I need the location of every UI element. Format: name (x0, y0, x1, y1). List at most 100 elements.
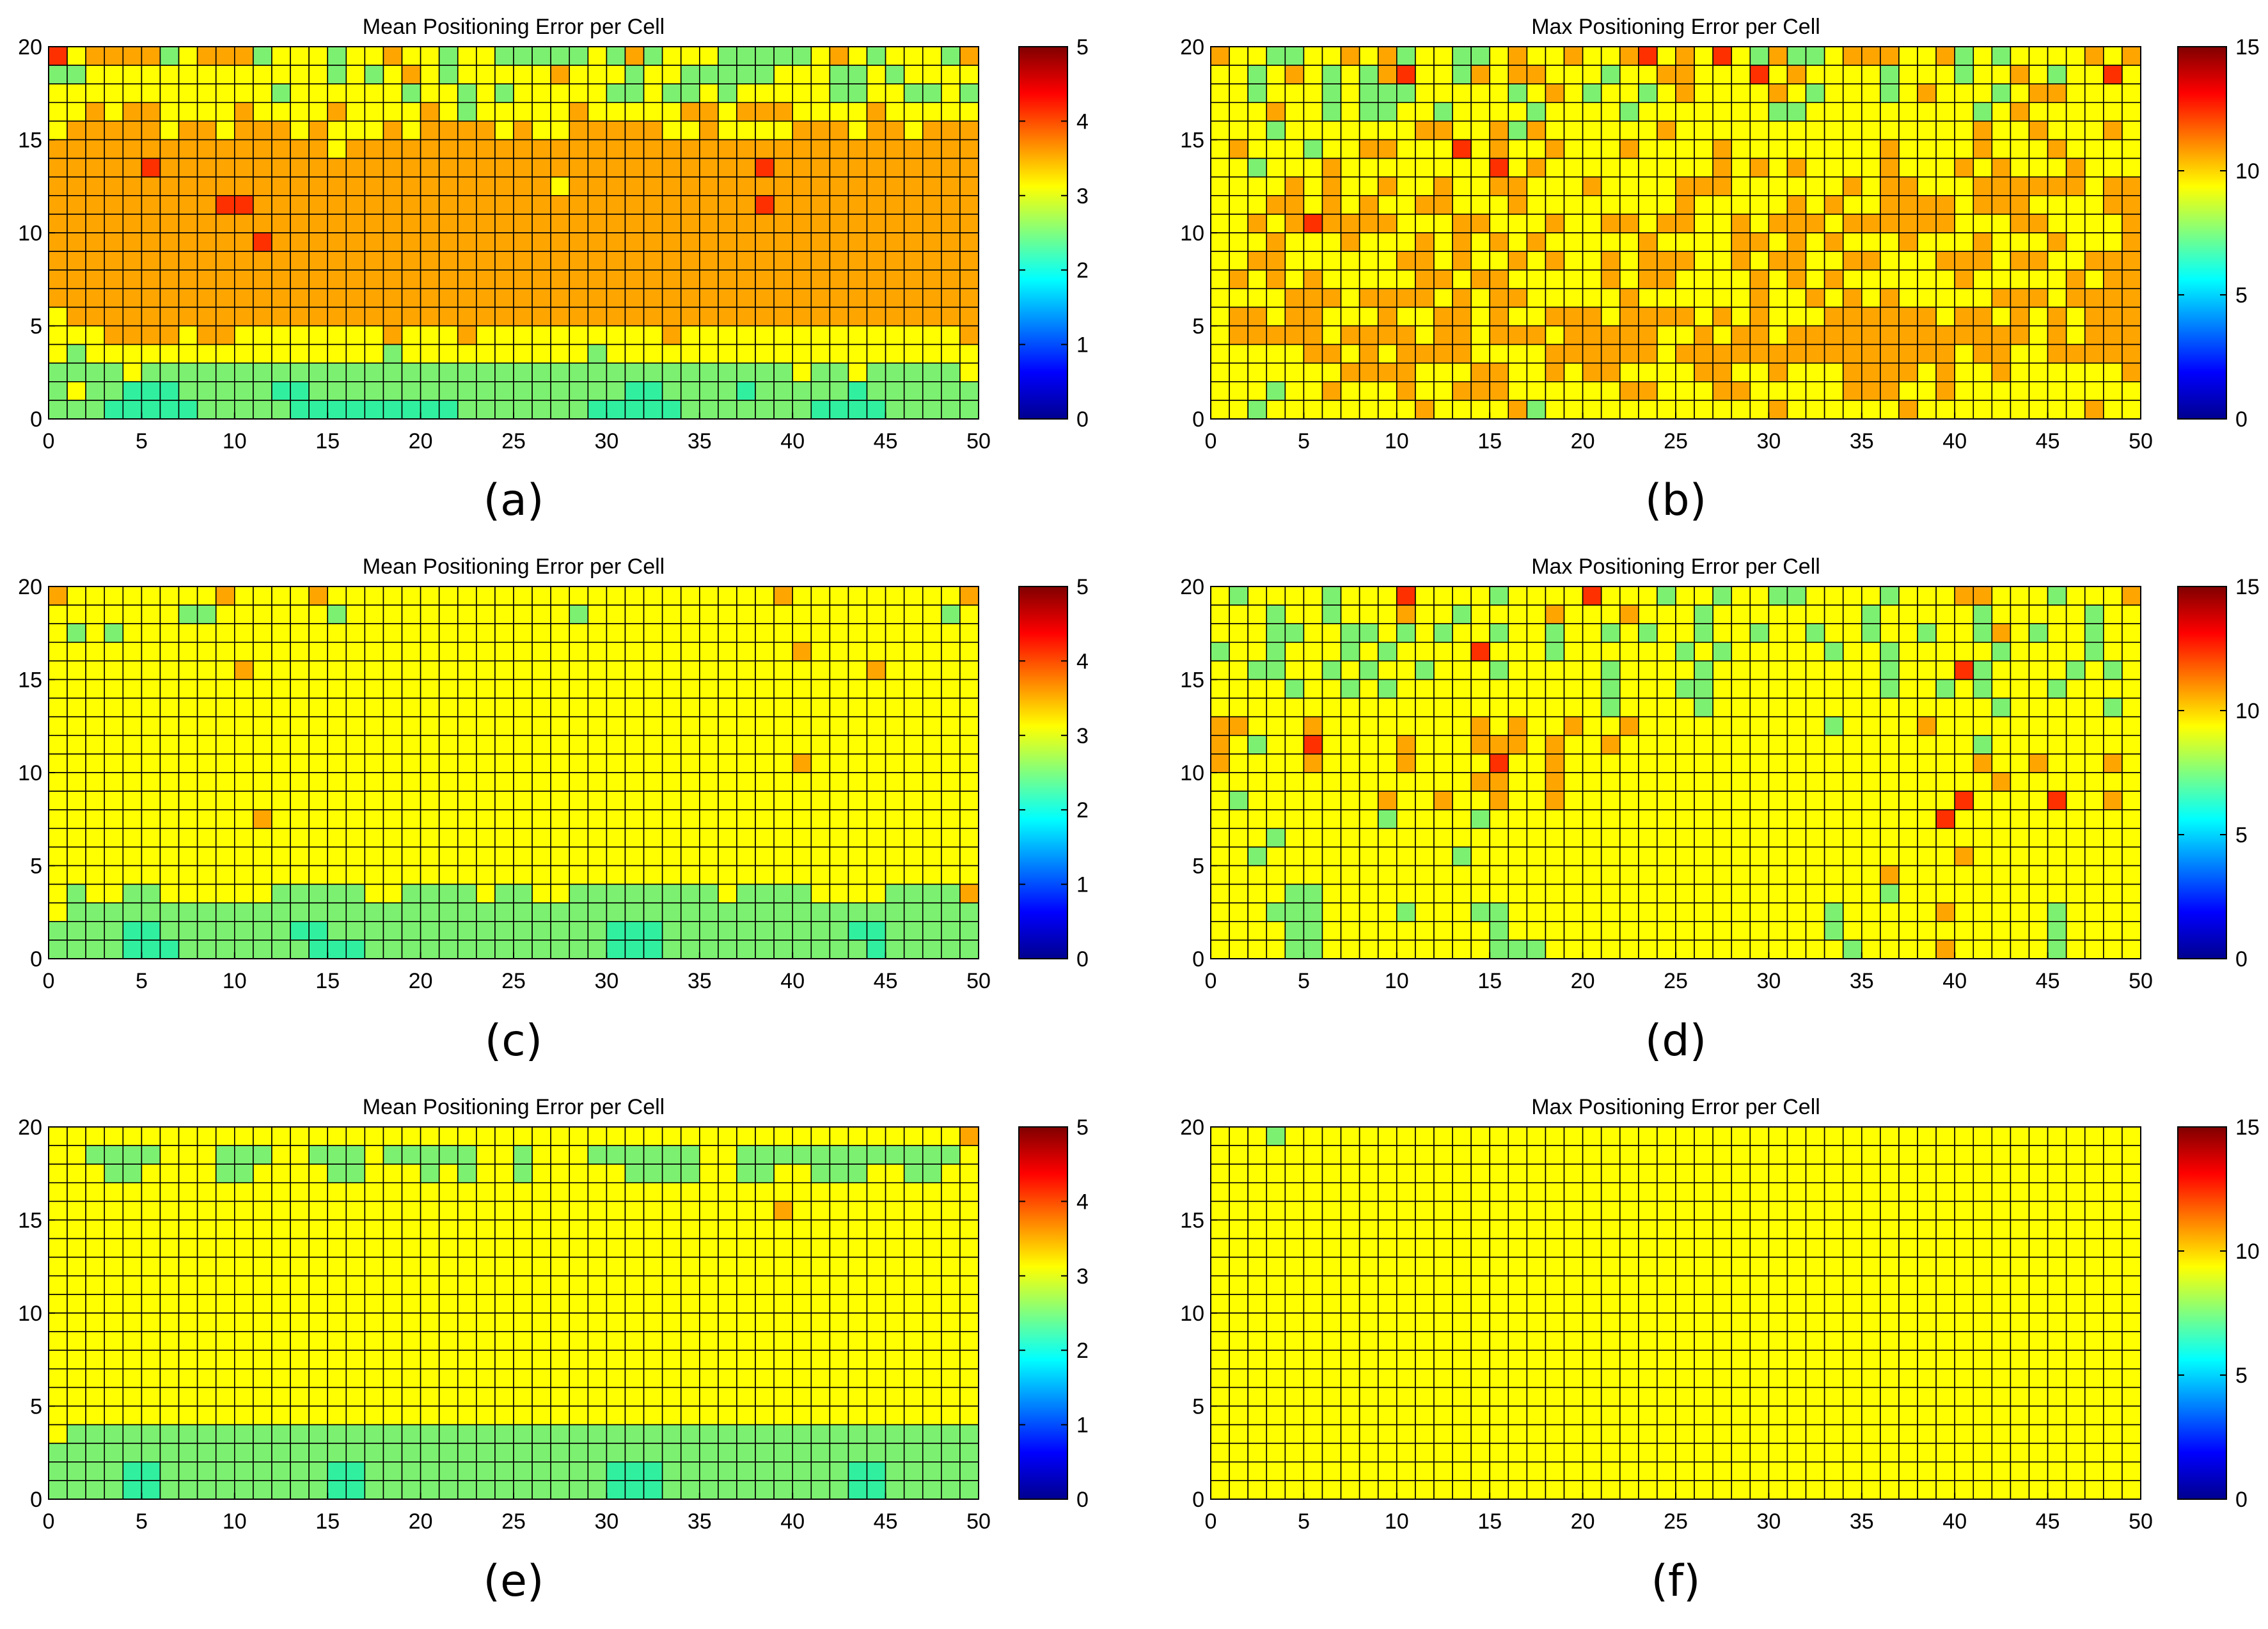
heatmap-cell (476, 1312, 496, 1332)
heatmap-cell (253, 176, 272, 196)
heatmap-cell (1880, 586, 1900, 606)
heatmap-cell (624, 1219, 645, 1239)
x-tick-label: 40 (1942, 969, 1967, 993)
heatmap-cell (290, 157, 310, 178)
heatmap-cell (1247, 902, 1268, 922)
heatmap-cell (829, 120, 849, 141)
heatmap-cell (1898, 791, 1918, 810)
heatmap-cell (1861, 400, 1881, 420)
heatmap-cell (643, 604, 663, 624)
heatmap-cell (159, 1219, 180, 1239)
heatmap-cell (661, 400, 682, 420)
heatmap-cell (2010, 660, 2030, 681)
heatmap-cell (1545, 716, 1565, 736)
heatmap-cell (736, 846, 756, 867)
heatmap-cell (382, 343, 403, 364)
heatmap-cell (159, 46, 180, 66)
heatmap-cell (420, 269, 440, 290)
heatmap-cell (1303, 102, 1323, 122)
heatmap-cell (1284, 157, 1305, 178)
heatmap-cell (810, 400, 831, 420)
heatmap-cell (2028, 828, 2049, 848)
heatmap-cell (810, 362, 831, 382)
heatmap-cell (494, 586, 514, 606)
heatmap-cell (532, 623, 551, 643)
heatmap-cell (1321, 940, 1342, 959)
heatmap-cell (1545, 288, 1565, 308)
heatmap-cell (271, 65, 291, 84)
heatmap-cell (532, 828, 551, 848)
heatmap-cell (792, 269, 812, 290)
heatmap-cell (215, 1219, 235, 1239)
heatmap-cell (1842, 865, 1862, 885)
heatmap-cell (1266, 83, 1286, 104)
heatmap-cell (2047, 139, 2067, 159)
heatmap-cell (736, 623, 756, 643)
heatmap-cell (2084, 343, 2104, 364)
heatmap-cell (476, 753, 496, 773)
heatmap-cell (1563, 604, 1584, 624)
heatmap-cell (1452, 735, 1472, 755)
heatmap-cell (290, 1163, 310, 1184)
heatmap-cell (196, 1256, 217, 1277)
heatmap-cell (233, 157, 254, 178)
heatmap-cell (253, 381, 272, 401)
heatmap-cell (959, 400, 979, 420)
heatmap-cell (1433, 176, 1453, 196)
heatmap-cell (1526, 194, 1547, 215)
heatmap-cell (104, 865, 124, 885)
heatmap-cell (1712, 46, 1733, 66)
heatmap-cell (643, 586, 663, 606)
heatmap-cell (1247, 586, 1268, 606)
heatmap-cell (178, 176, 198, 196)
heatmap-cell (401, 772, 421, 792)
heatmap-cell (1415, 251, 1435, 271)
heatmap-cell (1638, 306, 1658, 327)
heatmap-cell (104, 102, 124, 122)
heatmap-cell (2028, 940, 2049, 959)
heatmap-cell (1768, 343, 1788, 364)
heatmap-cell (1917, 791, 1937, 810)
heatmap-cell (196, 400, 217, 420)
heatmap-cell (941, 623, 961, 643)
heatmap-cell (233, 604, 254, 624)
heatmap-cell (606, 716, 626, 736)
heatmap-cell (643, 753, 663, 773)
heatmap-cell (1340, 306, 1360, 327)
heatmap-cell (48, 1405, 68, 1426)
heatmap-cell (941, 1200, 961, 1221)
heatmap-cell (1731, 865, 1751, 885)
heatmap-cell (941, 65, 961, 84)
heatmap-cell (903, 269, 924, 290)
heatmap-cell (624, 176, 645, 196)
heatmap-cell (1768, 828, 1788, 848)
heatmap-cell (1396, 362, 1416, 382)
heatmap-cell (494, 865, 514, 885)
heatmap-cell (253, 139, 272, 159)
heatmap-cell (1415, 46, 1435, 66)
heatmap-cell (494, 1219, 514, 1239)
heatmap-cell (122, 1145, 143, 1165)
heatmap-cell (2065, 381, 2086, 401)
heatmap-cell (550, 1182, 571, 1202)
heatmap-cell (680, 623, 700, 643)
heatmap-cell (1563, 641, 1584, 662)
heatmap-cell (253, 214, 272, 233)
heatmap-cell (1861, 362, 1881, 382)
heatmap-cell (903, 846, 924, 867)
heatmap-cell (308, 1405, 328, 1426)
heatmap-cell (922, 251, 942, 271)
heatmap-cell (1358, 120, 1379, 141)
heatmap-cell (1415, 120, 1435, 141)
heatmap-cell (1489, 865, 1509, 885)
heatmap-cell (922, 343, 942, 364)
heatmap-cell (1470, 921, 1491, 941)
heatmap-cell (1694, 697, 1713, 718)
heatmap-cell (1229, 865, 1248, 885)
heatmap-cell (959, 176, 979, 196)
heatmap-cell (1340, 232, 1360, 252)
heatmap-cell (1340, 83, 1360, 104)
heatmap-cell (1917, 679, 1937, 699)
heatmap-cell (1489, 604, 1509, 624)
heatmap-cell (941, 1294, 961, 1314)
